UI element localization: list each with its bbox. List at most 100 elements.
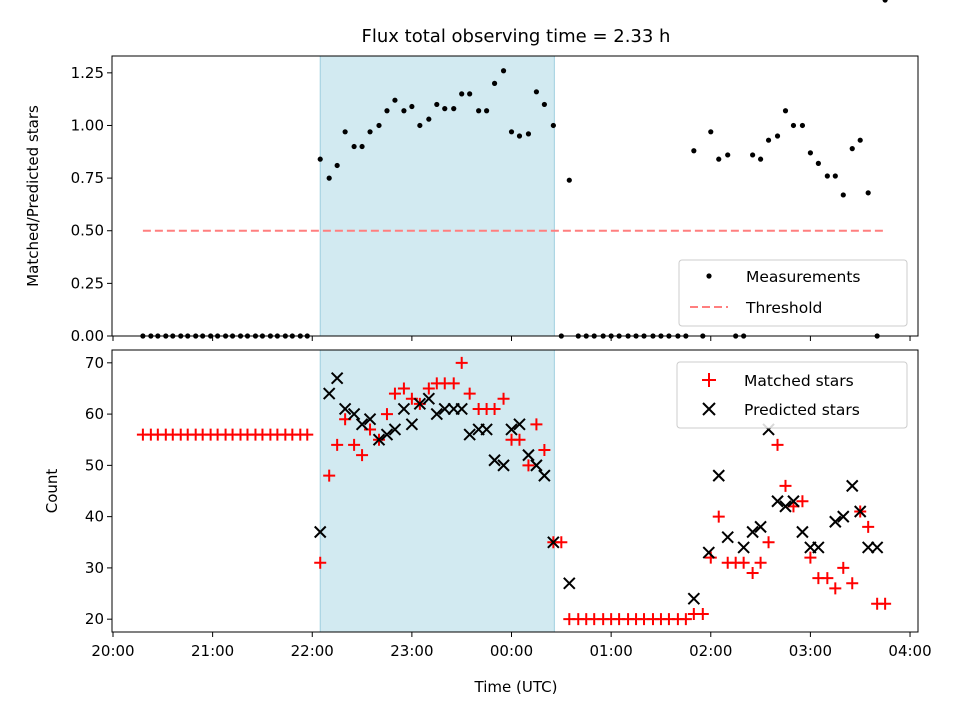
- top-y-tick-label: 0.50: [71, 222, 104, 240]
- measurement-point: [525, 131, 532, 137]
- matched-star-point: [488, 402, 501, 415]
- top-legend: Measurements Threshold: [678, 259, 908, 327]
- predicted-star-point: [314, 525, 327, 539]
- predicted-star-point: [771, 495, 784, 508]
- matched-star-point: [846, 577, 859, 590]
- measurement-point: [849, 146, 855, 152]
- x-tick-label: 20:00: [91, 642, 134, 660]
- matched-star-point: [530, 418, 543, 431]
- measurement-point: [840, 192, 846, 198]
- x-tick-label: 22:00: [291, 642, 334, 660]
- predicted-star-point: [538, 469, 551, 482]
- matched-star-point: [331, 438, 344, 451]
- bottom-legend-box: [676, 361, 908, 429]
- matched-star-point: [821, 572, 834, 585]
- predicted-star-point: [787, 495, 800, 508]
- predicted-star-point: [796, 525, 809, 539]
- matched-star-point: [455, 356, 468, 369]
- top-y-axis-label: Matched/Predicted stars: [24, 105, 42, 287]
- top-y-tick-label: 0.00: [71, 327, 104, 345]
- matched-stars-points: [136, 356, 892, 626]
- matched-star-point: [862, 520, 875, 533]
- top-y-tick-label: 0.25: [71, 274, 104, 292]
- legend-measurements-marker: [706, 273, 712, 279]
- legend-predicted-marker: [702, 402, 716, 416]
- matched-star-point: [447, 377, 460, 390]
- measurement-point: [484, 108, 490, 114]
- legend-matched-label: Matched stars: [744, 372, 854, 390]
- measurement-point: [790, 122, 797, 129]
- measurement-point: [516, 133, 523, 139]
- measurement-point: [417, 122, 423, 129]
- matched-star-point: [314, 556, 327, 569]
- predicted-star-point: [812, 541, 825, 554]
- matched-star-point: [513, 433, 526, 446]
- predicted-star-point: [405, 418, 419, 431]
- predicted-star-point: [380, 428, 394, 441]
- bottom-y-tick-label: 50: [85, 456, 104, 474]
- predicted-star-point: [779, 500, 792, 513]
- measurement-point: [857, 137, 863, 143]
- measurement-point: [467, 91, 473, 97]
- matched-star-point: [879, 597, 892, 610]
- legend-threshold-label: Threshold: [745, 299, 822, 317]
- matched-star-point: [348, 438, 361, 451]
- predicted-star-point: [363, 413, 377, 426]
- matched-star-point: [555, 536, 568, 549]
- measurement-point: [750, 152, 756, 158]
- top-y-tick-label: 0.75: [71, 169, 104, 187]
- predicted-star-point: [861, 541, 875, 554]
- x-tick-label: 02:00: [689, 642, 732, 660]
- bottom-shaded-span: [319, 349, 555, 633]
- top-x-ticks: [112, 336, 911, 341]
- predicted-stars-points: [314, 371, 884, 605]
- predicted-star-point: [347, 407, 361, 421]
- top-axes-frame: [111, 55, 919, 337]
- measurement-point: [550, 122, 556, 129]
- top-y-ticks: 0.00 0.25 0.50 0.75 1.00 1.25: [71, 64, 112, 345]
- predicted-star-point: [438, 402, 451, 416]
- x-tick-label: 00:00: [490, 642, 533, 660]
- predicted-star-point: [338, 402, 352, 416]
- matched-star-point: [323, 469, 336, 482]
- predicted-star-point: [372, 433, 386, 446]
- measurement-point: [799, 122, 806, 129]
- top-shaded-span: [319, 55, 555, 337]
- matched-star-point: [712, 510, 725, 523]
- predicted-star-point: [480, 423, 493, 436]
- top-panel: 0.00 0.25 0.50 0.75 1.00 1.25 Matched/Predict…: [24, 0, 919, 345]
- x-tick-label: 01:00: [590, 642, 633, 660]
- matched-star-point: [497, 392, 510, 405]
- predicted-star-point: [430, 407, 443, 421]
- bottom-y-ticks: 20 30 40 50 60 70: [85, 354, 112, 628]
- measurement-point: [882, 0, 888, 3]
- legend-predicted-label: Predicted stars: [744, 401, 860, 419]
- measurement-point: [367, 129, 373, 135]
- matched-star-point: [804, 551, 817, 564]
- measurement-point: [832, 173, 838, 179]
- measurement-point: [533, 89, 540, 95]
- measurement-point: [426, 116, 432, 122]
- predicted-star-point: [330, 371, 344, 385]
- predicted-star-point: [388, 423, 402, 436]
- measurement-point: [442, 106, 448, 112]
- x-axis-label: Time (UTC): [474, 678, 558, 696]
- measurement-point: [708, 129, 714, 135]
- measurement-point: [476, 108, 482, 114]
- legend-matched-marker: [702, 373, 716, 387]
- top-y-tick-label: 1.00: [71, 116, 104, 134]
- predicted-star-point: [563, 577, 576, 590]
- matched-star-point: [762, 536, 775, 549]
- predicted-star-point: [322, 387, 336, 400]
- x-tick-label: 03:00: [789, 642, 832, 660]
- matched-star-point: [837, 561, 850, 574]
- measurement-point: [326, 175, 332, 181]
- predicted-star-point: [413, 397, 427, 411]
- measurement-point: [782, 108, 789, 114]
- bottom-axes-frame: [111, 349, 919, 633]
- matched-star-point: [522, 459, 535, 472]
- measurement-point: [824, 173, 830, 179]
- predicted-star-point: [463, 428, 476, 441]
- measurement-point: [334, 162, 340, 169]
